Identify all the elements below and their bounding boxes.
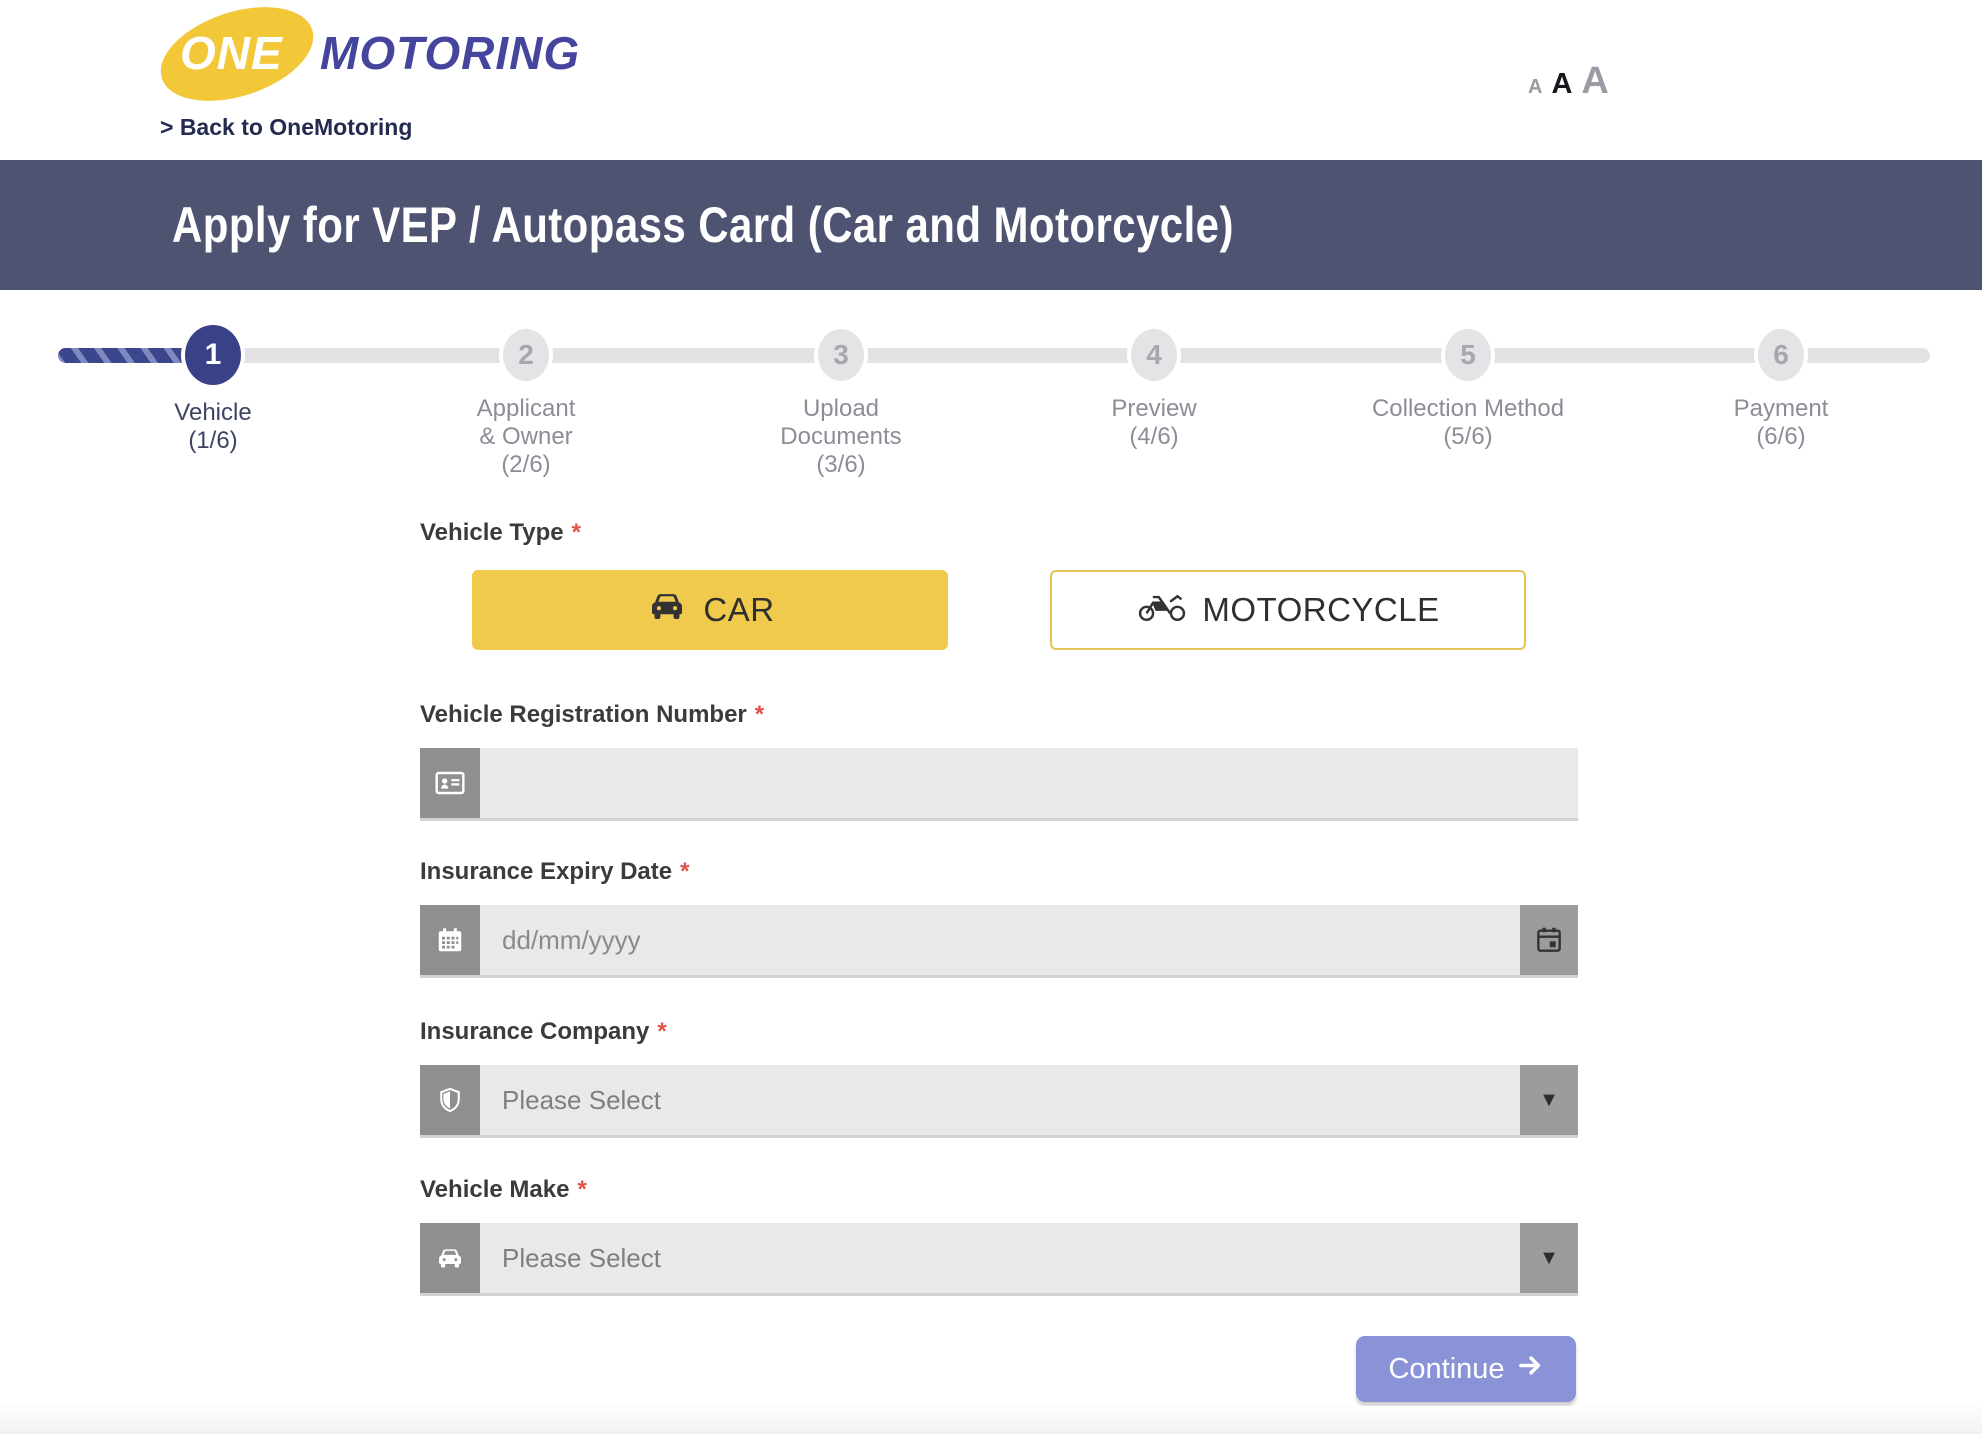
insurance-company-select[interactable]: Please Select (480, 1065, 1520, 1135)
field-insurance-expiry-date: Insurance Expiry Date * (420, 857, 1578, 978)
back-to-onemotoring-link[interactable]: > Back to OneMotoring (160, 114, 413, 140)
id-card-icon (420, 748, 480, 818)
field-insurance-company: Insurance Company * Please Select ▼ (420, 1017, 1578, 1138)
calendar-icon (420, 905, 480, 975)
continue-button[interactable]: Continue (1356, 1336, 1576, 1402)
footer-band (0, 1406, 1982, 1434)
car-icon (645, 584, 689, 636)
step-2-badge: 2 (503, 329, 549, 381)
step-4-label: Preview (4/6) (1111, 395, 1197, 450)
step-5-badge: 5 (1445, 329, 1491, 381)
required-asterisk: * (571, 519, 581, 546)
stepper-step-upload-documents: 3 Upload Documents (3/6) (711, 320, 971, 479)
chevron-down-icon: ▼ (1539, 1246, 1559, 1269)
date-picker-button[interactable] (1520, 905, 1578, 975)
vehicle-type-options: CAR MOTORCYCLE (420, 570, 1578, 650)
step-5-number: 5 (1460, 339, 1476, 370)
insurance-expiry-input[interactable] (480, 905, 1520, 975)
font-size-large-button[interactable]: A (1581, 60, 1609, 102)
step-3-badge: 3 (818, 329, 864, 381)
motorcycle-icon (1136, 586, 1188, 634)
date-picker-calendar-icon (1537, 927, 1561, 952)
motorcycle-button-label: MOTORCYCLE (1202, 591, 1440, 628)
field-vehicle-type: Vehicle Type * CAR (420, 518, 1578, 650)
shield-icon (420, 1065, 480, 1135)
step-5-label: Collection Method (5/6) (1371, 395, 1565, 450)
field-vehicle-registration-number: Vehicle Registration Number * (420, 700, 1578, 821)
continue-button-label: Continue (1388, 1352, 1505, 1385)
step-2-label: Applicant & Owner (2/6) (476, 395, 576, 478)
step-1-badge: 1 (185, 325, 241, 385)
car-icon (420, 1223, 480, 1293)
step-2-number: 2 (518, 339, 534, 370)
step-6-badge: 6 (1758, 329, 1804, 381)
step-4-badge: 4 (1131, 329, 1177, 381)
insurance-company-value: Please Select (502, 1084, 661, 1115)
vehicle-registration-label: Vehicle Registration Number * (420, 701, 765, 728)
logo-one-text: ONE (180, 27, 283, 79)
car-button[interactable]: CAR (472, 570, 948, 650)
car-button-label: CAR (703, 591, 775, 628)
onemotoring-logo: ONE MOTORING (148, 0, 581, 119)
step-6-number: 6 (1773, 339, 1789, 370)
stepper-step-applicant-owner: 2 Applicant & Owner (2/6) (396, 320, 656, 479)
font-size-controls: A A A (1528, 62, 1609, 100)
stepper-step-vehicle: 1 Vehicle (1/6) (83, 320, 343, 455)
chevron-down-icon: ▼ (1539, 1088, 1559, 1111)
stepper-step-payment: 6 Payment (6/6) (1651, 320, 1911, 451)
vehicle-make-select[interactable]: Please Select (480, 1223, 1520, 1293)
page-title: Apply for VEP / Autopass Card (Car and M… (172, 197, 1234, 253)
stepper-step-preview: 4 Preview (4/6) (1024, 320, 1284, 451)
motorcycle-button[interactable]: MOTORCYCLE (1050, 570, 1526, 650)
required-asterisk: * (680, 858, 690, 885)
required-asterisk: * (657, 1018, 667, 1045)
insurance-company-dropdown-button[interactable]: ▼ (1520, 1065, 1578, 1135)
logo-motoring-text: MOTORING (320, 27, 581, 79)
title-band: Apply for VEP / Autopass Card (Car and M… (0, 160, 1982, 290)
required-asterisk: * (577, 1176, 587, 1203)
vehicle-make-dropdown-button[interactable]: ▼ (1520, 1223, 1578, 1293)
step-3-number: 3 (833, 339, 849, 370)
stepper-completed-segment (58, 348, 192, 363)
vehicle-make-label: Vehicle Make * (420, 1176, 587, 1203)
required-asterisk: * (754, 701, 765, 728)
insurance-expiry-label: Insurance Expiry Date * (420, 858, 690, 885)
arrow-right-icon (1517, 1352, 1544, 1387)
step-1-label: Vehicle (1/6) (174, 399, 252, 454)
vehicle-make-value: Please Select (502, 1242, 661, 1273)
step-4-number: 4 (1146, 339, 1162, 370)
vehicle-type-label: Vehicle Type * (420, 519, 581, 546)
progress-stepper: 1 Vehicle (1/6) 2 Applicant & Owner (2/6… (0, 320, 1982, 500)
insurance-company-label: Insurance Company * (420, 1018, 667, 1045)
font-size-medium-button[interactable]: A (1551, 68, 1573, 100)
step-1-number: 1 (204, 338, 222, 371)
field-vehicle-make: Vehicle Make * Please Select ▼ (420, 1175, 1578, 1296)
font-size-small-button[interactable]: A (1528, 76, 1543, 98)
stepper-step-collection-method: 5 Collection Method (5/6) (1338, 320, 1598, 451)
vehicle-registration-input[interactable] (480, 748, 1578, 818)
step-6-label: Payment (6/6) (1733, 395, 1829, 450)
step-3-label: Upload Documents (3/6) (780, 395, 902, 478)
